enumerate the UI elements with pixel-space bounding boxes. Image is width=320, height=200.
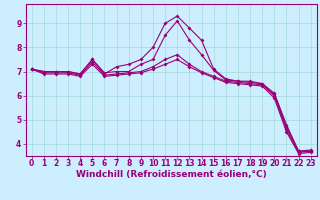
X-axis label: Windchill (Refroidissement éolien,°C): Windchill (Refroidissement éolien,°C) <box>76 170 267 179</box>
